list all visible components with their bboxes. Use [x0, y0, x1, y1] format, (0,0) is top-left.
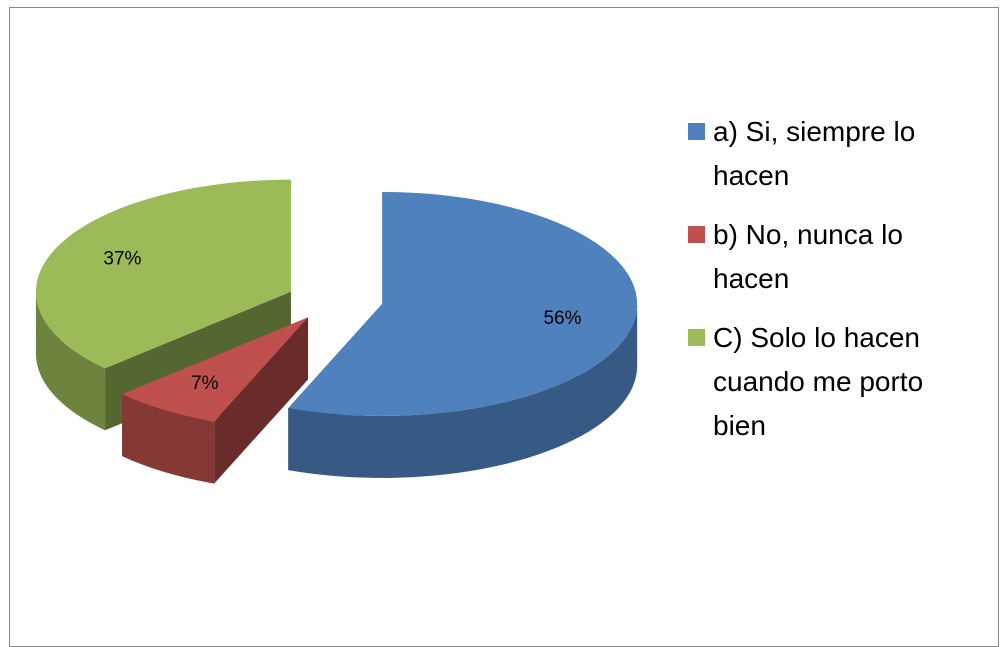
legend-label: a) Si, siempre lo hacen — [713, 116, 916, 191]
legend-item: a) Si, siempre lo hacen — [688, 110, 963, 198]
legend-swatch — [688, 226, 705, 243]
legend-item: C) Solo lo hacen cuando me porto bien — [688, 316, 963, 448]
slice-wall — [122, 394, 215, 484]
slice-top — [35, 179, 291, 369]
legend-label: C) Solo lo hacen cuando me porto bien — [713, 322, 924, 441]
slice-wall — [35, 291, 106, 431]
slice-top — [122, 317, 309, 422]
slice-top — [288, 191, 638, 416]
data-label: 56% — [543, 308, 581, 329]
slice: 56% — [288, 191, 638, 478]
slice: 7% — [122, 317, 309, 484]
legend-swatch — [688, 329, 705, 346]
legend-item: b) No, nunca lo hacen — [688, 213, 963, 301]
legend-label: b) No, nunca lo hacen — [713, 219, 903, 294]
data-label: 37% — [103, 249, 141, 270]
legend-swatch — [688, 123, 705, 140]
legend: a) Si, siempre lo hacen b) No, nunca lo h… — [688, 110, 963, 463]
slice-wall — [288, 303, 638, 478]
data-label: 7% — [191, 373, 219, 394]
